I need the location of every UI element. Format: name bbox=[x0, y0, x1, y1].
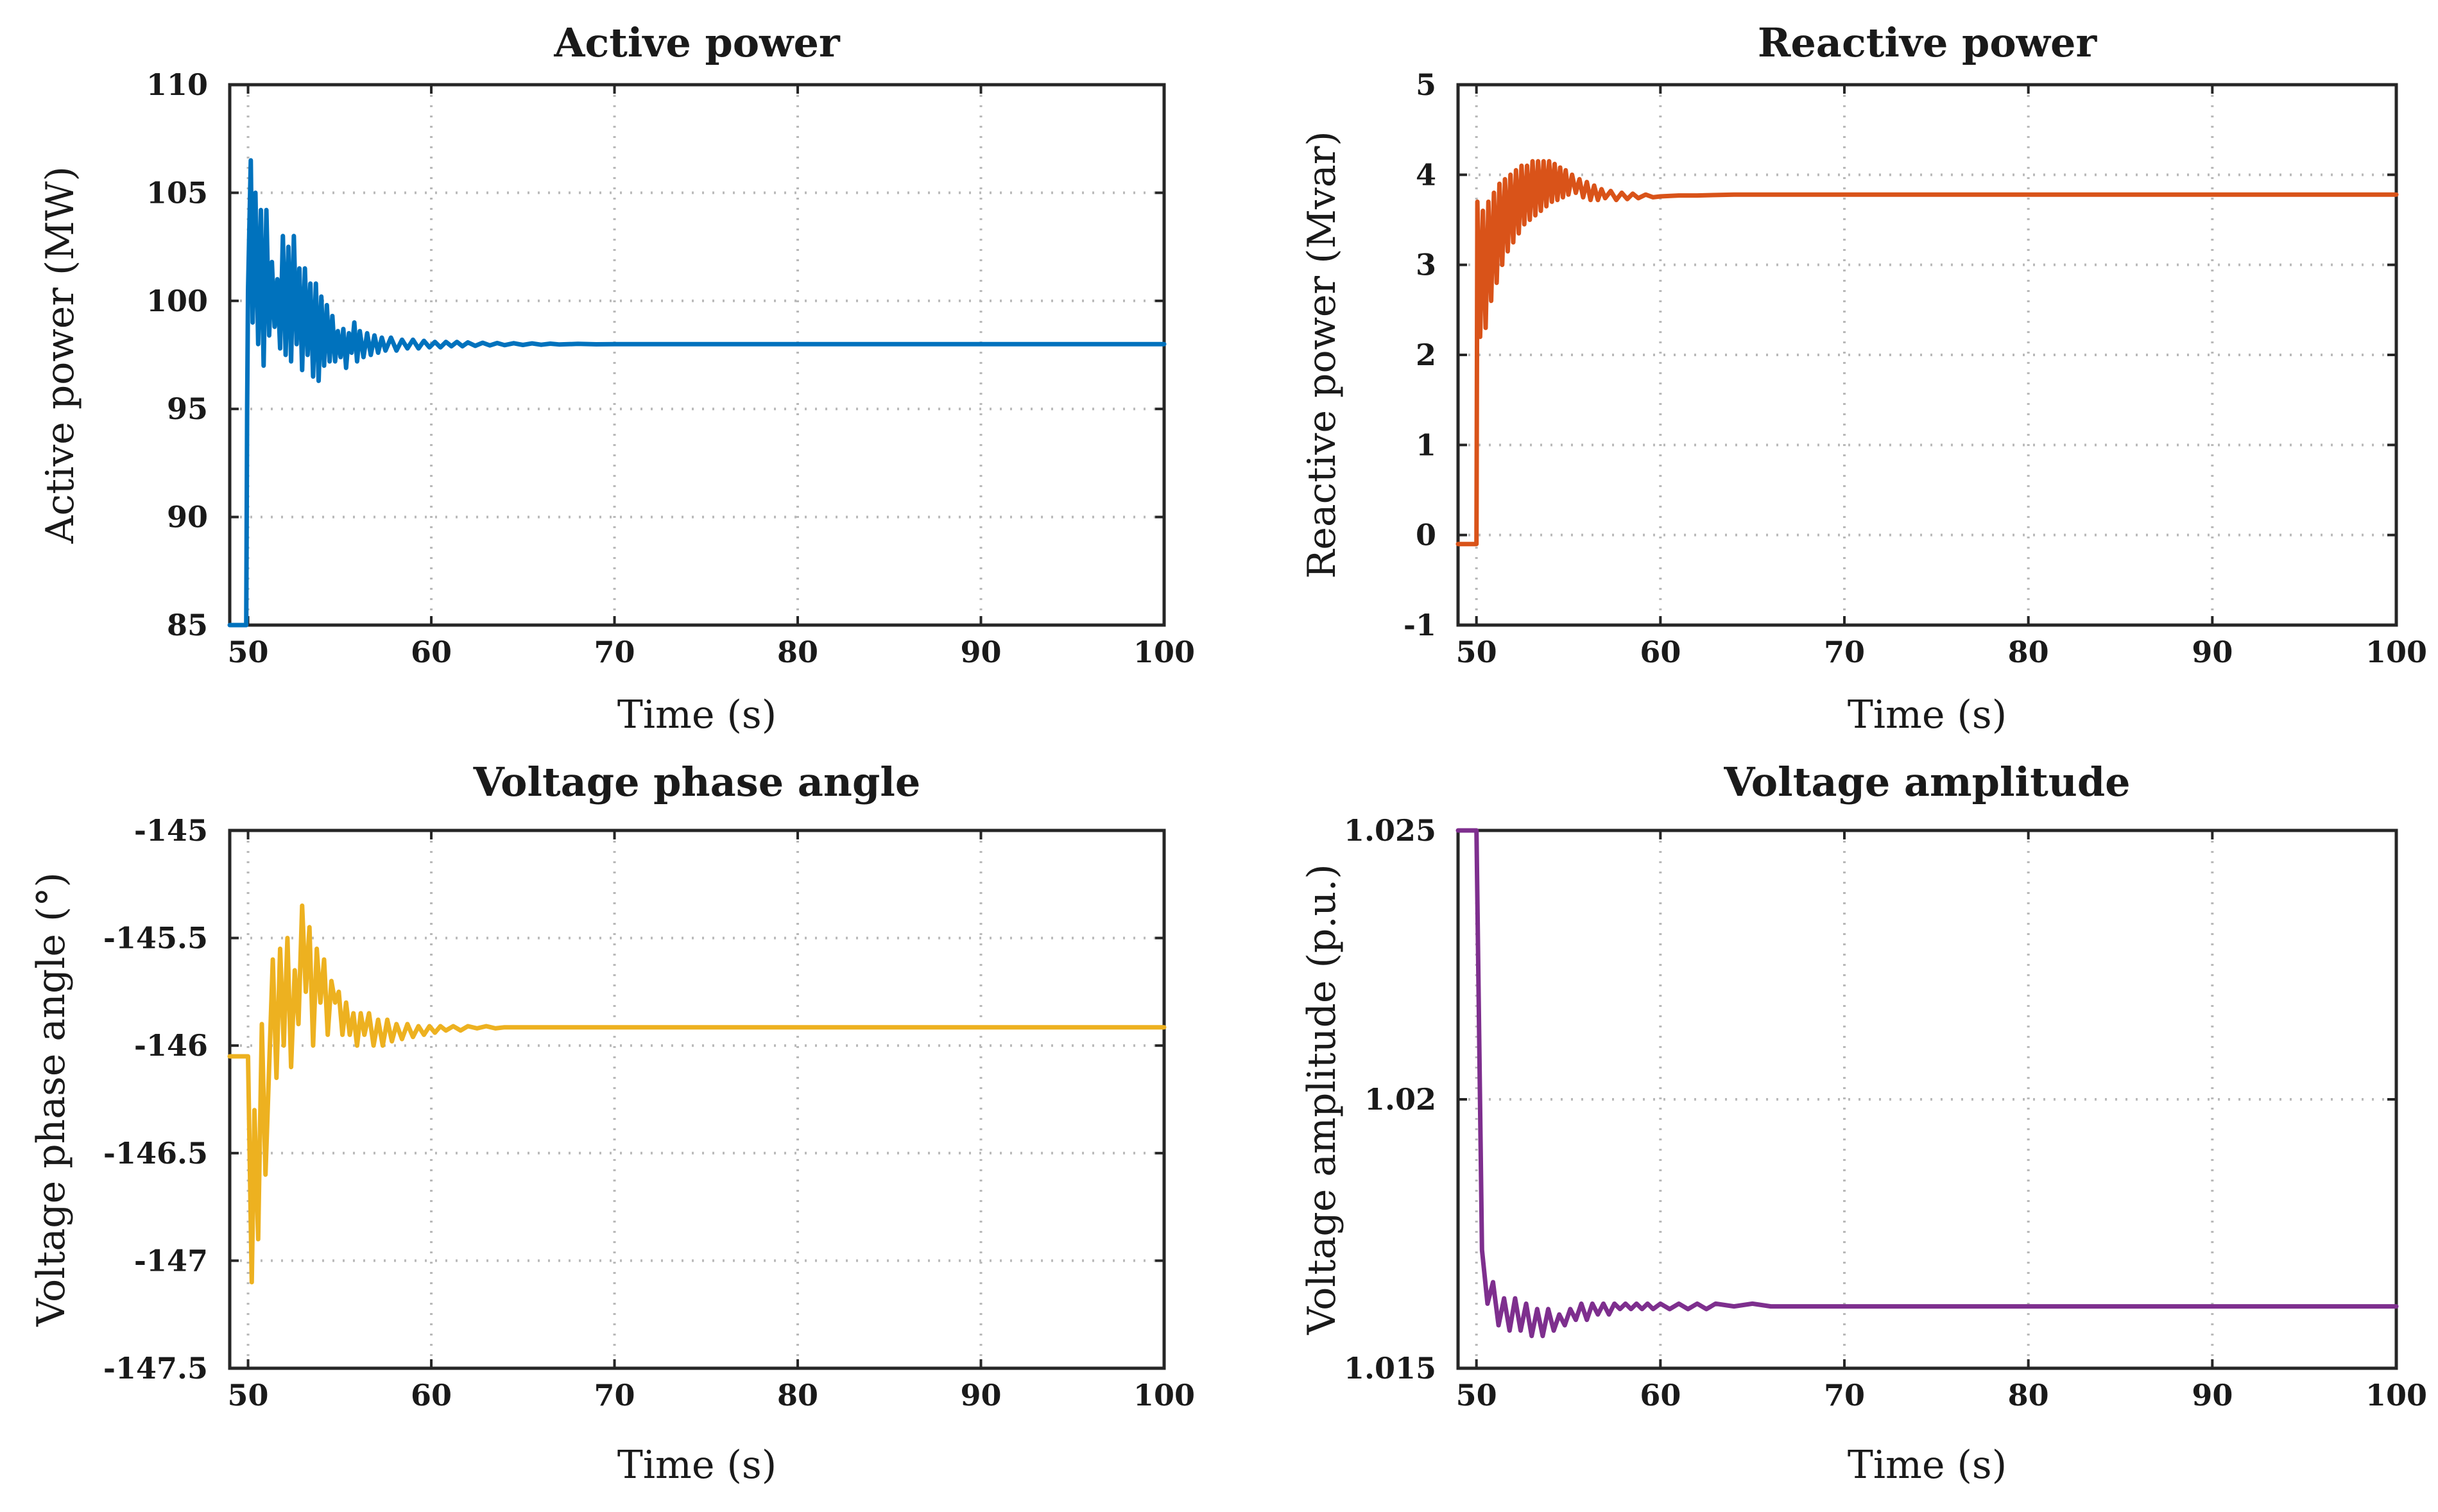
reactive-power-x-axis-label: Time (s) bbox=[1848, 692, 2007, 737]
reactive-power-series-line bbox=[1455, 159, 2399, 547]
active-power-y-tick-label: 90 bbox=[167, 500, 208, 535]
voltage-phase-angle-y-tick-label: -146.5 bbox=[103, 1136, 208, 1171]
voltage-amplitude-x-tick-label: 100 bbox=[2365, 1378, 2427, 1413]
active-power-x-tick-label: 50 bbox=[228, 635, 269, 669]
active-power-x-tick-label: 90 bbox=[961, 635, 1002, 669]
voltage-amplitude-series-line bbox=[1455, 828, 2399, 1339]
active-power-panel: 50 60 70 80 90 100 85 90 95 100 105 110 Active powe… bbox=[38, 19, 1195, 737]
reactive-power-y-tick-label: 5 bbox=[1416, 67, 1436, 102]
reactive-power-panel: 50 60 70 80 90 100 -1 0 1 2 3 4 5 Reactive power Tim… bbox=[1300, 19, 2427, 737]
voltage-amplitude-x-tick-label: 60 bbox=[1640, 1378, 1681, 1413]
voltage-amplitude-x-axis-label: Time (s) bbox=[1848, 1443, 2007, 1488]
voltage-phase-angle-x-tick-label: 100 bbox=[1133, 1378, 1195, 1413]
voltage-phase-angle-title: Voltage phase angle bbox=[473, 759, 921, 805]
active-power-x-tick-label: 80 bbox=[777, 635, 818, 669]
active-power-x-tick-label: 100 bbox=[1133, 635, 1195, 669]
voltage-phase-angle-y-tick-label: -145.5 bbox=[103, 921, 208, 956]
active-power-x-axis-label: Time (s) bbox=[617, 692, 777, 737]
voltage-amplitude-title: Voltage amplitude bbox=[1723, 759, 2130, 805]
reactive-power-y-tick-label: 3 bbox=[1416, 248, 1436, 282]
active-power-x-tick-label: 60 bbox=[411, 635, 452, 669]
voltage-phase-angle-x-tick-label: 60 bbox=[411, 1378, 452, 1413]
voltage-amplitude-y-tick-label: 1.025 bbox=[1344, 813, 1436, 848]
voltage-phase-angle-x-tick-label: 50 bbox=[228, 1378, 269, 1413]
reactive-power-y-axis-label: Reactive power (Mvar) bbox=[1300, 131, 1344, 579]
active-power-y-tick-label: 95 bbox=[167, 391, 208, 426]
voltage-phase-angle-panel: 50 60 70 80 90 100 -147.5 -147 -146.5 -146 -145.5 -… bbox=[29, 759, 1195, 1488]
voltage-phase-angle-plot-frame bbox=[228, 829, 1166, 1370]
active-power-plot-frame bbox=[228, 83, 1166, 627]
reactive-power-x-tick-label: 80 bbox=[2008, 635, 2049, 669]
reactive-power-y-tick-label: -1 bbox=[1404, 608, 1436, 642]
reactive-power-x-tick-label: 70 bbox=[1824, 635, 1865, 669]
reactive-power-x-tick-label: 50 bbox=[1456, 635, 1497, 669]
voltage-amplitude-y-axis-label: Voltage amplitude (p.u.) bbox=[1300, 864, 1344, 1335]
voltage-amplitude-x-tick-label: 70 bbox=[1824, 1378, 1865, 1413]
voltage-amplitude-y-tick-label: 1.02 bbox=[1364, 1082, 1436, 1117]
active-power-y-tick-label: 85 bbox=[167, 608, 208, 642]
voltage-phase-angle-x-axis-label: Time (s) bbox=[617, 1443, 777, 1488]
reactive-power-x-tick-label: 100 bbox=[2365, 635, 2427, 669]
reactive-power-x-tick-label: 90 bbox=[2192, 635, 2233, 669]
voltage-phase-angle-y-tick-label: -146 bbox=[134, 1028, 208, 1063]
voltage-phase-angle-y-tick-label: -145 bbox=[134, 813, 208, 848]
active-power-y-tick-label: 100 bbox=[146, 284, 208, 318]
active-power-y-axis-label: Active power (MW) bbox=[38, 166, 83, 544]
voltage-amplitude-y-tick-label: 1.015 bbox=[1344, 1351, 1436, 1386]
voltage-phase-angle-y-tick-label: -147.5 bbox=[103, 1351, 208, 1386]
reactive-power-y-tick-label: 0 bbox=[1416, 518, 1436, 553]
reactive-power-title: Reactive power bbox=[1758, 19, 2098, 66]
voltage-phase-angle-y-tick-label: -147 bbox=[134, 1243, 208, 1278]
voltage-amplitude-panel: 50 60 70 80 90 100 1.015 1.02 1.025 Voltage ampl… bbox=[1300, 759, 2427, 1488]
voltage-amplitude-x-tick-label: 80 bbox=[2008, 1378, 2049, 1413]
voltage-phase-angle-x-tick-label: 70 bbox=[594, 1378, 635, 1413]
active-power-y-tick-label: 105 bbox=[146, 175, 208, 210]
reactive-power-y-tick-label: 2 bbox=[1416, 338, 1436, 372]
reactive-power-y-tick-label: 1 bbox=[1416, 427, 1436, 462]
voltage-phase-angle-y-axis-label: Voltage phase angle (°) bbox=[29, 872, 74, 1327]
active-power-title: Active power bbox=[553, 19, 841, 66]
reactive-power-y-tick-label: 4 bbox=[1416, 157, 1436, 192]
active-power-x-tick-label: 70 bbox=[594, 635, 635, 669]
voltage-phase-angle-x-tick-label: 90 bbox=[961, 1378, 1002, 1413]
active-power-y-tick-label: 110 bbox=[146, 67, 208, 102]
voltage-amplitude-x-tick-label: 90 bbox=[2192, 1378, 2233, 1413]
active-power-series-line bbox=[227, 158, 1167, 628]
voltage-phase-angle-x-tick-label: 80 bbox=[777, 1378, 818, 1413]
reactive-power-x-tick-label: 60 bbox=[1640, 635, 1681, 669]
voltage-phase-angle-series-line bbox=[227, 903, 1167, 1285]
voltage-amplitude-x-tick-label: 50 bbox=[1456, 1378, 1497, 1413]
